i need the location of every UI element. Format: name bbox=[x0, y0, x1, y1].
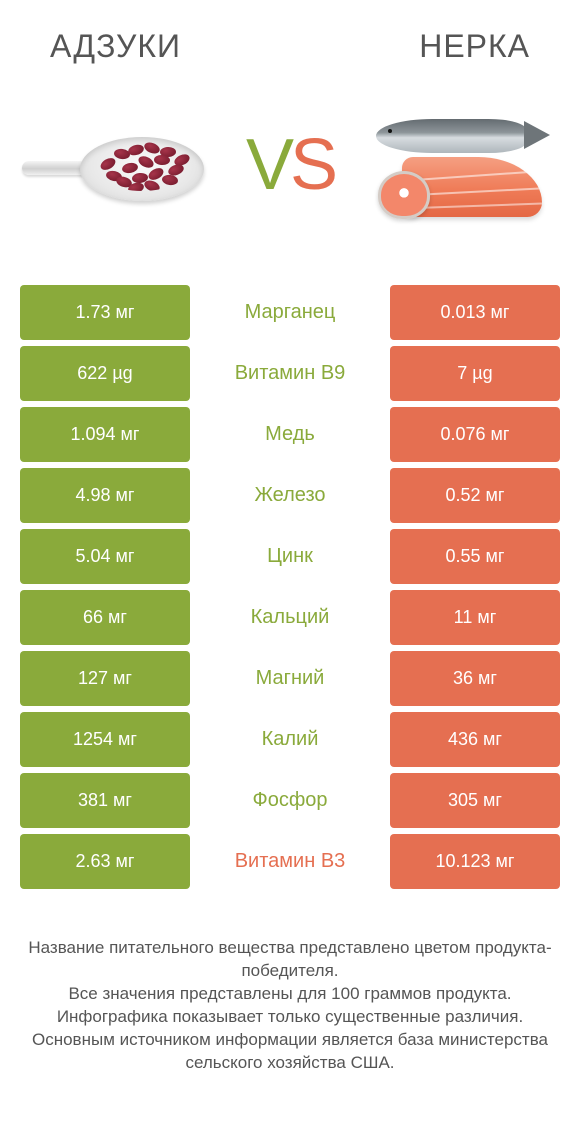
nutrient-label: Марганец bbox=[190, 285, 390, 340]
left-value-cell: 4.98 мг bbox=[20, 468, 190, 523]
nutrient-label: Железо bbox=[190, 468, 390, 523]
fish-illustration bbox=[372, 105, 552, 225]
right-title: НЕРКА bbox=[419, 28, 530, 65]
nutrient-label: Медь bbox=[190, 407, 390, 462]
left-value-cell: 1.094 мг bbox=[20, 407, 190, 462]
vs-label: VS bbox=[246, 124, 334, 206]
right-value-cell: 0.55 мг bbox=[390, 529, 560, 584]
comparison-table: 1.73 мгМарганец0.013 мг 622 µgВитамин B97… bbox=[20, 285, 560, 895]
table-row: 127 мгМагний36 мг bbox=[20, 651, 560, 706]
adzuki-image bbox=[28, 105, 208, 225]
left-value-cell: 2.63 мг bbox=[20, 834, 190, 889]
footer-line: Все значения представлены для 100 граммо… bbox=[24, 983, 556, 1006]
footer-line: Название питательного вещества представл… bbox=[24, 937, 556, 983]
table-row: 2.63 мгВитамин B310.123 мг bbox=[20, 834, 560, 889]
table-row: 381 мгФосфор305 мг bbox=[20, 773, 560, 828]
vs-letter-v: V bbox=[246, 124, 290, 206]
left-value-cell: 1.73 мг bbox=[20, 285, 190, 340]
right-value-cell: 0.52 мг bbox=[390, 468, 560, 523]
left-value-cell: 1254 мг bbox=[20, 712, 190, 767]
spoon-illustration bbox=[28, 125, 208, 205]
table-row: 66 мгКальций11 мг bbox=[20, 590, 560, 645]
left-value-cell: 5.04 мг bbox=[20, 529, 190, 584]
table-row: 4.98 мгЖелезо0.52 мг bbox=[20, 468, 560, 523]
table-row: 1.73 мгМарганец0.013 мг bbox=[20, 285, 560, 340]
left-value-cell: 66 мг bbox=[20, 590, 190, 645]
footer-line: Инфографика показывает только существенн… bbox=[24, 1006, 556, 1029]
salmon-image bbox=[372, 105, 552, 225]
nutrient-label: Кальций bbox=[190, 590, 390, 645]
right-value-cell: 36 мг bbox=[390, 651, 560, 706]
right-value-cell: 0.013 мг bbox=[390, 285, 560, 340]
infographic-page: АДЗУКИ НЕРКА VS 1.73 мг bbox=[0, 0, 580, 1144]
right-value-cell: 0.076 мг bbox=[390, 407, 560, 462]
table-row: 1254 мгКалий436 мг bbox=[20, 712, 560, 767]
table-row: 622 µgВитамин B97 µg bbox=[20, 346, 560, 401]
right-value-cell: 436 мг bbox=[390, 712, 560, 767]
hero-row: VS bbox=[20, 105, 560, 225]
nutrient-label: Магний bbox=[190, 651, 390, 706]
right-value-cell: 7 µg bbox=[390, 346, 560, 401]
footer-notes: Название питательного вещества представл… bbox=[20, 937, 560, 1095]
footer-line: Основным источником информации является … bbox=[24, 1029, 556, 1075]
title-row: АДЗУКИ НЕРКА bbox=[20, 28, 560, 65]
nutrient-label: Фосфор bbox=[190, 773, 390, 828]
nutrient-label: Витамин B3 bbox=[190, 834, 390, 889]
nutrient-label: Цинк bbox=[190, 529, 390, 584]
left-value-cell: 127 мг bbox=[20, 651, 190, 706]
left-value-cell: 622 µg bbox=[20, 346, 190, 401]
table-row: 5.04 мгЦинк0.55 мг bbox=[20, 529, 560, 584]
nutrient-label: Витамин B9 bbox=[190, 346, 390, 401]
left-value-cell: 381 мг bbox=[20, 773, 190, 828]
vs-letter-s: S bbox=[290, 124, 334, 206]
right-value-cell: 11 мг bbox=[390, 590, 560, 645]
right-value-cell: 10.123 мг bbox=[390, 834, 560, 889]
right-value-cell: 305 мг bbox=[390, 773, 560, 828]
left-title: АДЗУКИ bbox=[50, 28, 181, 65]
nutrient-label: Калий bbox=[190, 712, 390, 767]
table-row: 1.094 мгМедь0.076 мг bbox=[20, 407, 560, 462]
